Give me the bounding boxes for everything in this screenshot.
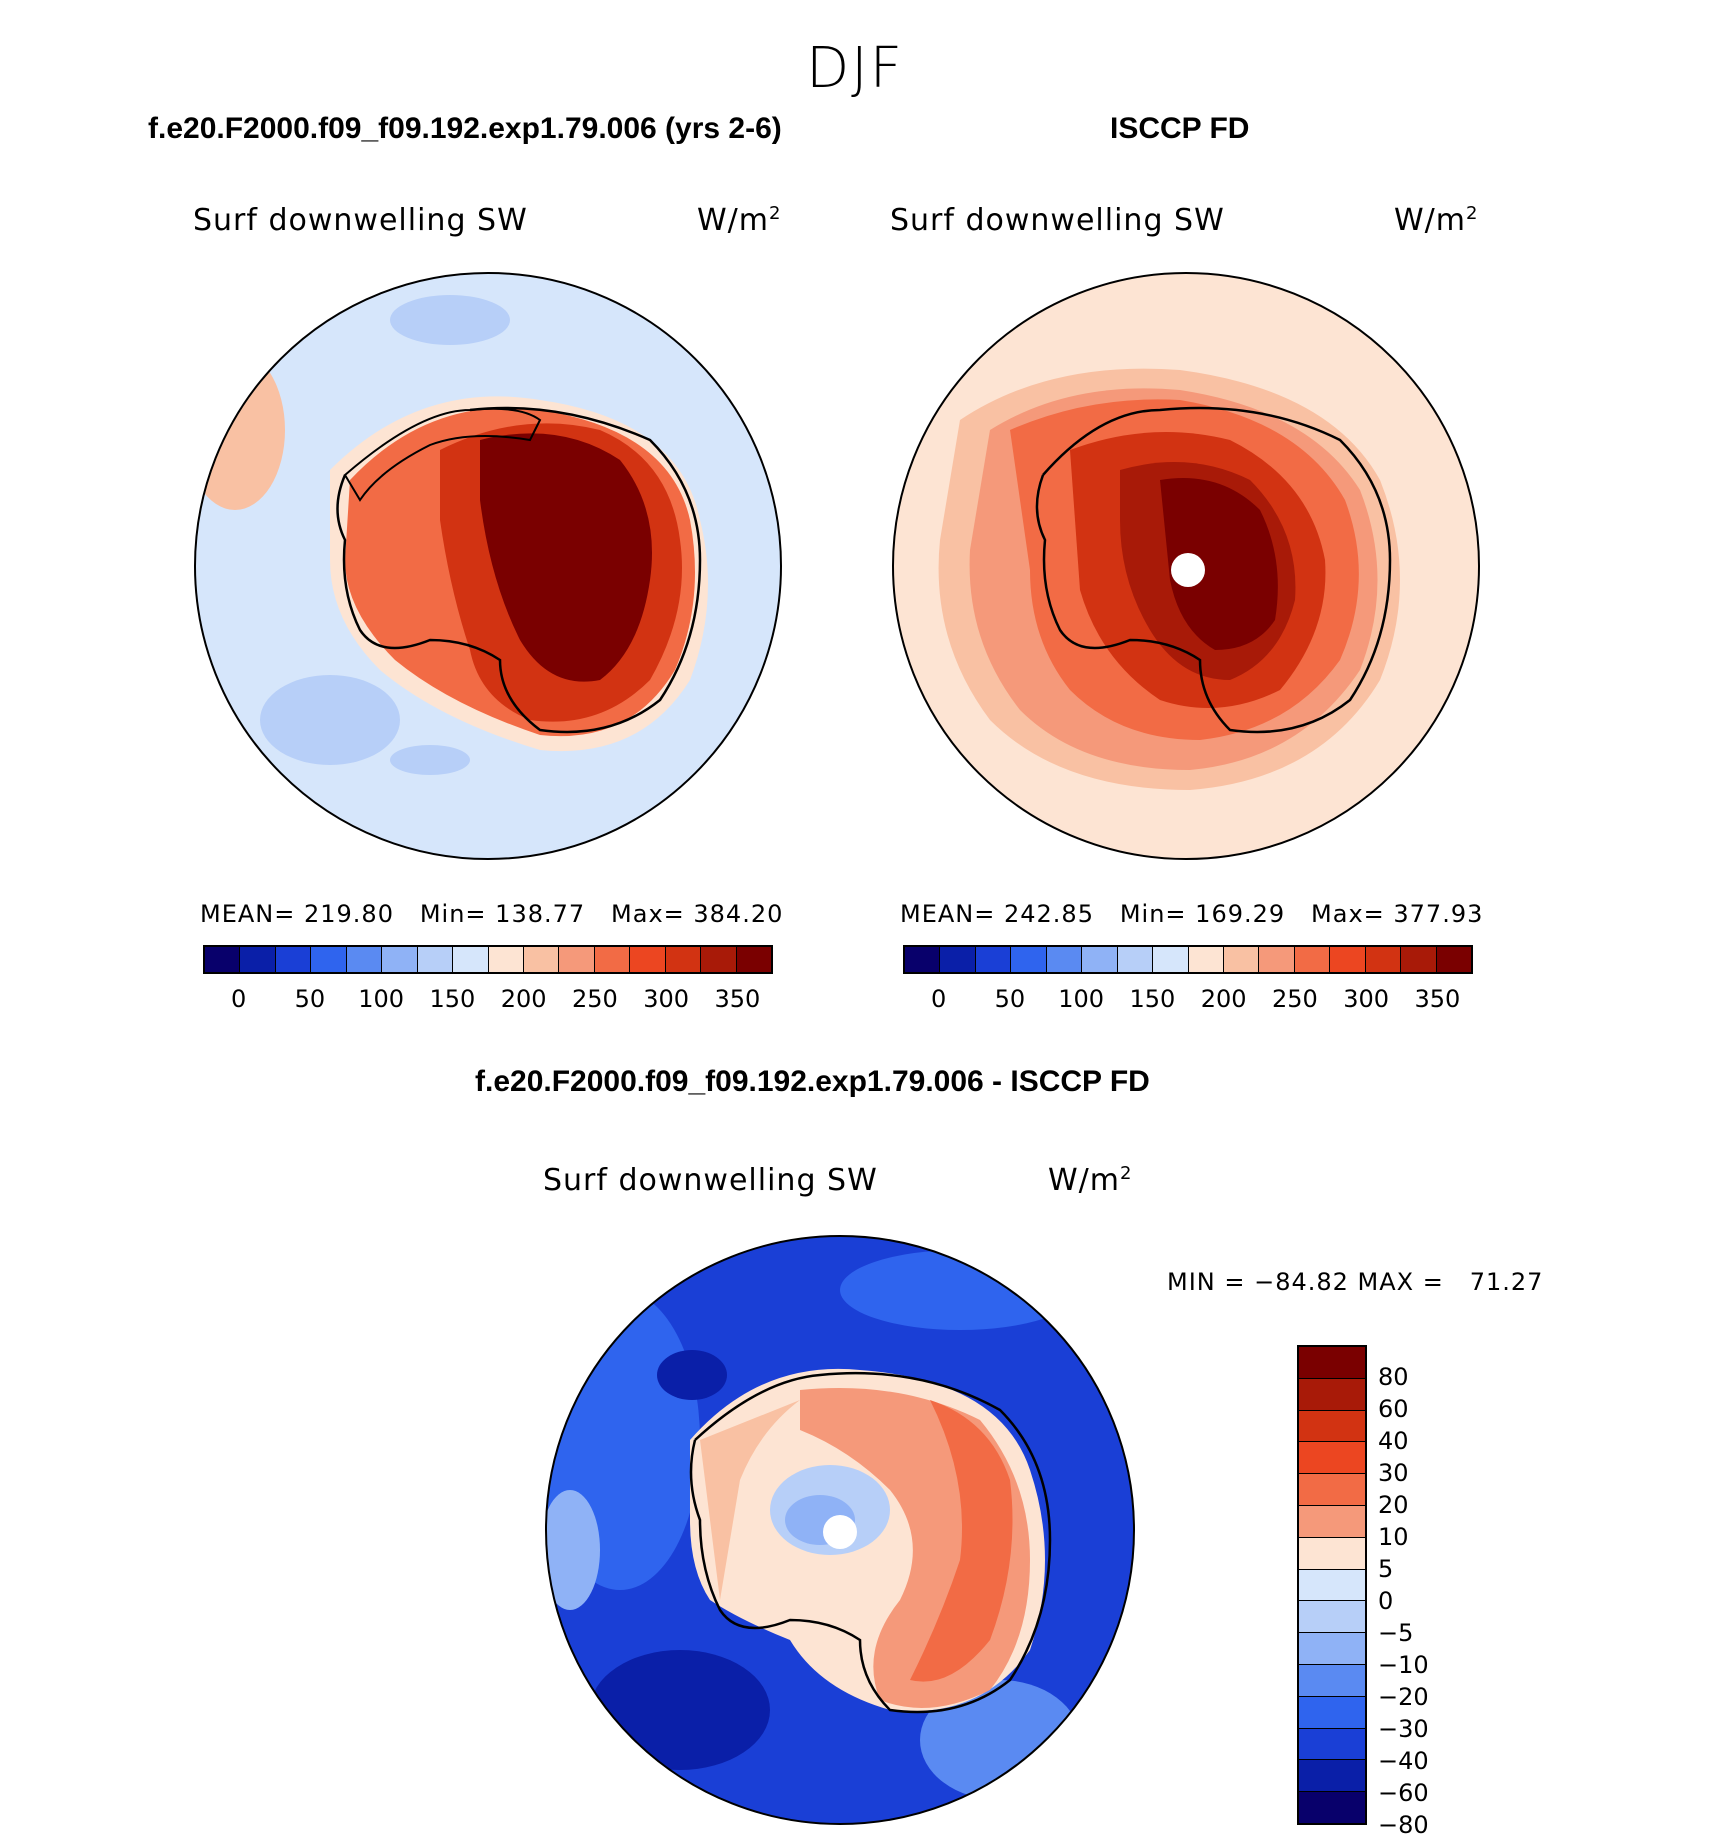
- colorbar-swatch: [975, 947, 1012, 972]
- colorbar-swatch: [1299, 1760, 1365, 1793]
- colorbar-swatch: [1294, 947, 1331, 972]
- colorbar-swatch: [1299, 1474, 1365, 1506]
- page-title: DJF: [806, 36, 904, 101]
- colorbar-swatch: [1046, 947, 1083, 972]
- colorbar-swatch: [488, 947, 524, 972]
- panel3-minmax: MIN = −84.82 MAX = 71.27: [1167, 1268, 1544, 1296]
- colorbar-swatch: [1011, 947, 1047, 972]
- panel2-variable-label: Surf downwelling SW: [890, 203, 1225, 238]
- colorbar-swatch: [346, 947, 383, 972]
- colorbar-tick-label: 150: [1129, 985, 1176, 1013]
- colorbar-tick-label: 250: [571, 985, 618, 1013]
- panel1-colorbar: [203, 945, 773, 974]
- colorbar-tick-label: 100: [358, 985, 405, 1013]
- panel3-units: W/m2: [1048, 1163, 1133, 1198]
- colorbar-tick-label: −60: [1378, 1779, 1429, 1807]
- colorbar-swatch: [1223, 947, 1260, 972]
- colorbar-swatch: [594, 947, 631, 972]
- colorbar-tick-label: −10: [1378, 1651, 1429, 1679]
- colorbar-swatch: [1299, 1505, 1365, 1538]
- colorbar-tick-label: 300: [643, 985, 690, 1013]
- colorbar-tick-label: 50: [994, 985, 1026, 1013]
- colorbar-tick-label: −40: [1378, 1747, 1429, 1775]
- colorbar-swatch: [1436, 947, 1471, 972]
- panel2-title: ISCCP FD: [1110, 112, 1250, 145]
- colorbar-swatch: [1299, 1569, 1365, 1602]
- colorbar-swatch: [1117, 947, 1154, 972]
- colorbar-tick-label: 40: [1378, 1427, 1409, 1455]
- colorbar-swatch: [1299, 1664, 1365, 1697]
- panel1-title: f.e20.F2000.f09_f09.192.exp1.79.006 (yrs…: [148, 112, 782, 145]
- colorbar-swatch: [453, 947, 489, 972]
- colorbar-swatch: [205, 947, 241, 972]
- colorbar-tick-label: 150: [429, 985, 476, 1013]
- colorbar-tick-label: 200: [1200, 985, 1247, 1013]
- colorbar-tick-label: 250: [1271, 985, 1318, 1013]
- colorbar-tick-label: 60: [1378, 1395, 1409, 1423]
- colorbar-tick-label: 0: [930, 985, 947, 1013]
- colorbar-swatch: [1299, 1537, 1365, 1570]
- colorbar-swatch: [1299, 1378, 1365, 1411]
- colorbar-tick-label: 50: [294, 985, 326, 1013]
- colorbar-tick-label: 200: [500, 985, 547, 1013]
- colorbar-swatch: [1330, 947, 1366, 972]
- colorbar-tick-label: 30: [1378, 1459, 1409, 1487]
- colorbar-swatch: [1401, 947, 1437, 972]
- colorbar-swatch: [1299, 1601, 1365, 1634]
- panel1-units: W/m2: [697, 203, 782, 238]
- colorbar-tick-label: −80: [1378, 1811, 1429, 1839]
- colorbar-tick-label: −20: [1378, 1683, 1429, 1711]
- colorbar-swatch: [1299, 1410, 1365, 1443]
- colorbar-swatch: [1188, 947, 1224, 972]
- colorbar-swatch: [559, 947, 595, 972]
- colorbar-tick-label: 350: [714, 985, 761, 1013]
- colorbar-tick-label: 0: [1378, 1587, 1394, 1615]
- panel2-units: W/m2: [1394, 203, 1479, 238]
- colorbar-tick-label: 80: [1378, 1363, 1409, 1391]
- colorbar-swatch: [1299, 1696, 1365, 1729]
- colorbar-swatch: [1259, 947, 1295, 972]
- colorbar-swatch: [417, 947, 454, 972]
- colorbar-swatch: [736, 947, 771, 972]
- panel1-variable-label: Surf downwelling SW: [193, 203, 528, 238]
- colorbar-swatch: [1299, 1347, 1365, 1379]
- colorbar-tick-label: 350: [1414, 985, 1461, 1013]
- colorbar-tick-label: 300: [1343, 985, 1390, 1013]
- colorbar-swatch: [523, 947, 560, 972]
- colorbar-swatch: [1299, 1792, 1365, 1823]
- panel3-title: f.e20.F2000.f09_f09.192.exp1.79.006 - IS…: [475, 1065, 1150, 1098]
- colorbar-tick-label: 5: [1378, 1555, 1394, 1583]
- colorbar-swatch: [275, 947, 312, 972]
- panel2-colorbar: [903, 945, 1473, 974]
- colorbar-swatch: [1299, 1442, 1365, 1475]
- colorbar-swatch: [382, 947, 418, 972]
- colorbar-tick-label: 20: [1378, 1491, 1409, 1519]
- colorbar-swatch: [1153, 947, 1189, 972]
- colorbar-tick-label: −30: [1378, 1715, 1429, 1743]
- colorbar-tick-label: 0: [230, 985, 247, 1013]
- colorbar-swatch: [905, 947, 941, 972]
- panel3-colorbar: [1297, 1345, 1367, 1825]
- colorbar-swatch: [311, 947, 347, 972]
- colorbar-swatch: [1082, 947, 1118, 972]
- colorbar-swatch: [701, 947, 737, 972]
- colorbar-swatch: [1299, 1728, 1365, 1761]
- colorbar-swatch: [630, 947, 666, 972]
- colorbar-tick-label: 10: [1378, 1523, 1409, 1551]
- colorbar-swatch: [1365, 947, 1402, 972]
- colorbar-swatch: [940, 947, 976, 972]
- panel2-stats: MEAN= 242.85 Min= 169.29 Max= 377.93: [900, 900, 1484, 928]
- panel3-variable-label: Surf downwelling SW: [543, 1163, 878, 1198]
- colorbar-swatch: [240, 947, 276, 972]
- panel1-stats: MEAN= 219.80 Min= 138.77 Max= 384.20: [200, 900, 784, 928]
- colorbar-swatch: [665, 947, 702, 972]
- colorbar-tick-label: −5: [1378, 1619, 1414, 1647]
- colorbar-tick-label: 100: [1058, 985, 1105, 1013]
- colorbar-swatch: [1299, 1633, 1365, 1665]
